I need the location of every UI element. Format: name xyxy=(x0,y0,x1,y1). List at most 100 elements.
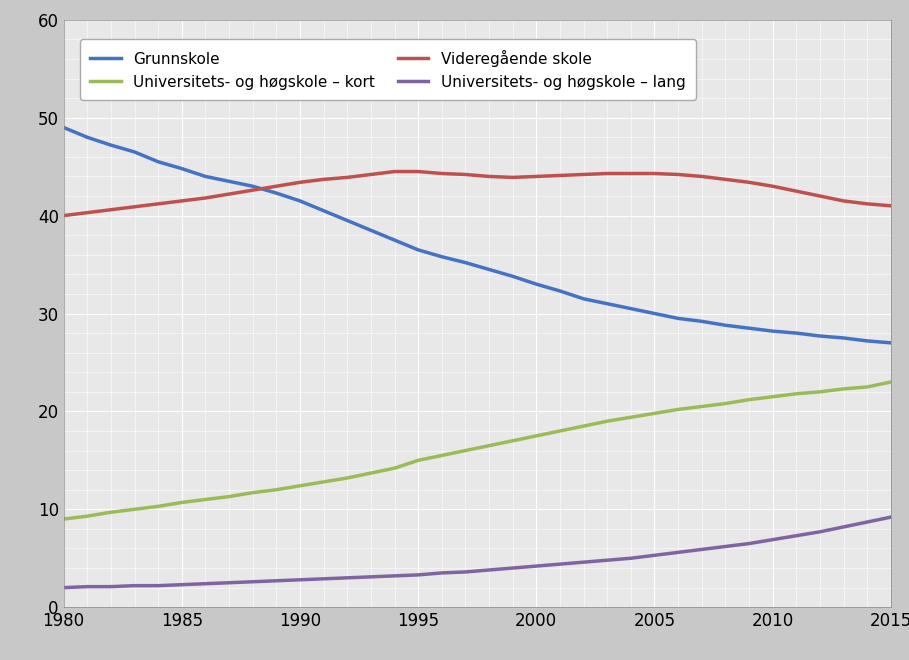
Grunnskole xyxy=(82,133,93,141)
Universitets- og høgskole – kort xyxy=(720,399,731,407)
Universitets- og høgskole – lang xyxy=(885,513,896,521)
Grunnskole xyxy=(767,327,778,335)
Universitets- og høgskole – lang xyxy=(247,578,258,585)
Line: Grunnskole: Grunnskole xyxy=(64,127,891,343)
Videregående skole xyxy=(578,170,589,178)
Universitets- og høgskole – kort xyxy=(153,502,164,510)
Universitets- og høgskole – lang xyxy=(767,536,778,544)
Videregående skole xyxy=(295,178,305,186)
Line: Universitets- og høgskole – kort: Universitets- og høgskole – kort xyxy=(64,382,891,519)
Universitets- og høgskole – lang xyxy=(814,528,825,536)
Grunnskole xyxy=(342,216,353,224)
Universitets- og høgskole – kort xyxy=(744,396,754,404)
Universitets- og høgskole – kort xyxy=(105,508,116,516)
Videregående skole xyxy=(153,200,164,208)
Grunnskole xyxy=(814,332,825,340)
Videregående skole xyxy=(342,174,353,182)
Universitets- og høgskole – kort xyxy=(554,427,565,435)
Grunnskole xyxy=(129,148,140,156)
Universitets- og høgskole – lang xyxy=(436,569,447,577)
Universitets- og høgskole – lang xyxy=(153,581,164,589)
Grunnskole xyxy=(105,141,116,149)
Universitets- og høgskole – kort xyxy=(625,413,636,421)
Grunnskole xyxy=(318,207,329,215)
Grunnskole xyxy=(200,172,211,180)
Legend: Grunnskole, Universitets- og høgskole – kort, Videregående skole, Universitets- : Grunnskole, Universitets- og høgskole – … xyxy=(80,39,696,100)
Videregående skole xyxy=(200,194,211,202)
Videregående skole xyxy=(862,200,873,208)
Grunnskole xyxy=(649,310,660,317)
Grunnskole xyxy=(484,265,494,273)
Universitets- og høgskole – lang xyxy=(578,558,589,566)
Universitets- og høgskole – lang xyxy=(673,548,684,556)
Videregående skole xyxy=(82,209,93,216)
Grunnskole xyxy=(531,280,542,288)
Grunnskole xyxy=(365,226,376,234)
Videregående skole xyxy=(767,182,778,190)
Universitets- og høgskole – lang xyxy=(105,583,116,591)
Universitets- og høgskole – lang xyxy=(507,564,518,572)
Grunnskole xyxy=(578,295,589,303)
Universitets- og høgskole – lang xyxy=(318,575,329,583)
Grunnskole xyxy=(744,324,754,332)
Videregående skole xyxy=(460,170,471,178)
Universitets- og høgskole – kort xyxy=(389,464,400,472)
Universitets- og høgskole – kort xyxy=(318,478,329,486)
Universitets- og høgskole – kort xyxy=(342,474,353,482)
Universitets- og høgskole – kort xyxy=(862,383,873,391)
Grunnskole xyxy=(247,182,258,190)
Videregående skole xyxy=(649,170,660,178)
Universitets- og høgskole – kort xyxy=(767,393,778,401)
Universitets- og høgskole – kort xyxy=(200,496,211,504)
Videregående skole xyxy=(791,187,802,195)
Universitets- og høgskole – kort xyxy=(838,385,849,393)
Videregående skole xyxy=(484,172,494,180)
Grunnskole xyxy=(507,273,518,280)
Universitets- og høgskole – kort xyxy=(247,488,258,496)
Universitets- og høgskole – lang xyxy=(271,577,282,585)
Universitets- og høgskole – kort xyxy=(58,515,69,523)
Grunnskole xyxy=(673,314,684,322)
Universitets- og høgskole – kort xyxy=(507,437,518,445)
Videregående skole xyxy=(247,186,258,194)
Grunnskole xyxy=(436,253,447,261)
Videregående skole xyxy=(696,172,707,180)
Videregående skole xyxy=(885,202,896,210)
Videregående skole xyxy=(105,206,116,214)
Universitets- og høgskole – lang xyxy=(838,523,849,531)
Universitets- og høgskole – lang xyxy=(413,571,424,579)
Universitets- og høgskole – kort xyxy=(578,422,589,430)
Videregående skole xyxy=(365,170,376,178)
Grunnskole xyxy=(176,164,187,172)
Universitets- og høgskole – kort xyxy=(365,469,376,477)
Grunnskole xyxy=(696,317,707,325)
Universitets- og høgskole – kort xyxy=(82,512,93,520)
Grunnskole xyxy=(838,334,849,342)
Videregående skole xyxy=(129,203,140,211)
Universitets- og høgskole – lang xyxy=(224,579,235,587)
Universitets- og høgskole – kort xyxy=(885,378,896,386)
Universitets- og høgskole – lang xyxy=(82,583,93,591)
Videregående skole xyxy=(58,212,69,220)
Universitets- og høgskole – lang xyxy=(365,573,376,581)
Universitets- og høgskole – kort xyxy=(673,405,684,413)
Grunnskole xyxy=(413,246,424,254)
Universitets- og høgskole – kort xyxy=(696,403,707,411)
Grunnskole xyxy=(720,321,731,329)
Grunnskole xyxy=(885,339,896,347)
Universitets- og høgskole – lang xyxy=(696,545,707,553)
Grunnskole xyxy=(791,329,802,337)
Grunnskole xyxy=(389,236,400,244)
Universitets- og høgskole – kort xyxy=(531,432,542,440)
Universitets- og høgskole – lang xyxy=(200,579,211,587)
Universitets- og høgskole – lang xyxy=(554,560,565,568)
Universitets- og høgskole – lang xyxy=(484,566,494,574)
Videregående skole xyxy=(673,170,684,178)
Videregående skole xyxy=(507,174,518,182)
Grunnskole xyxy=(295,197,305,205)
Universitets- og høgskole – lang xyxy=(460,568,471,576)
Videregående skole xyxy=(814,192,825,200)
Universitets- og høgskole – lang xyxy=(791,532,802,540)
Grunnskole xyxy=(153,158,164,166)
Videregående skole xyxy=(176,197,187,205)
